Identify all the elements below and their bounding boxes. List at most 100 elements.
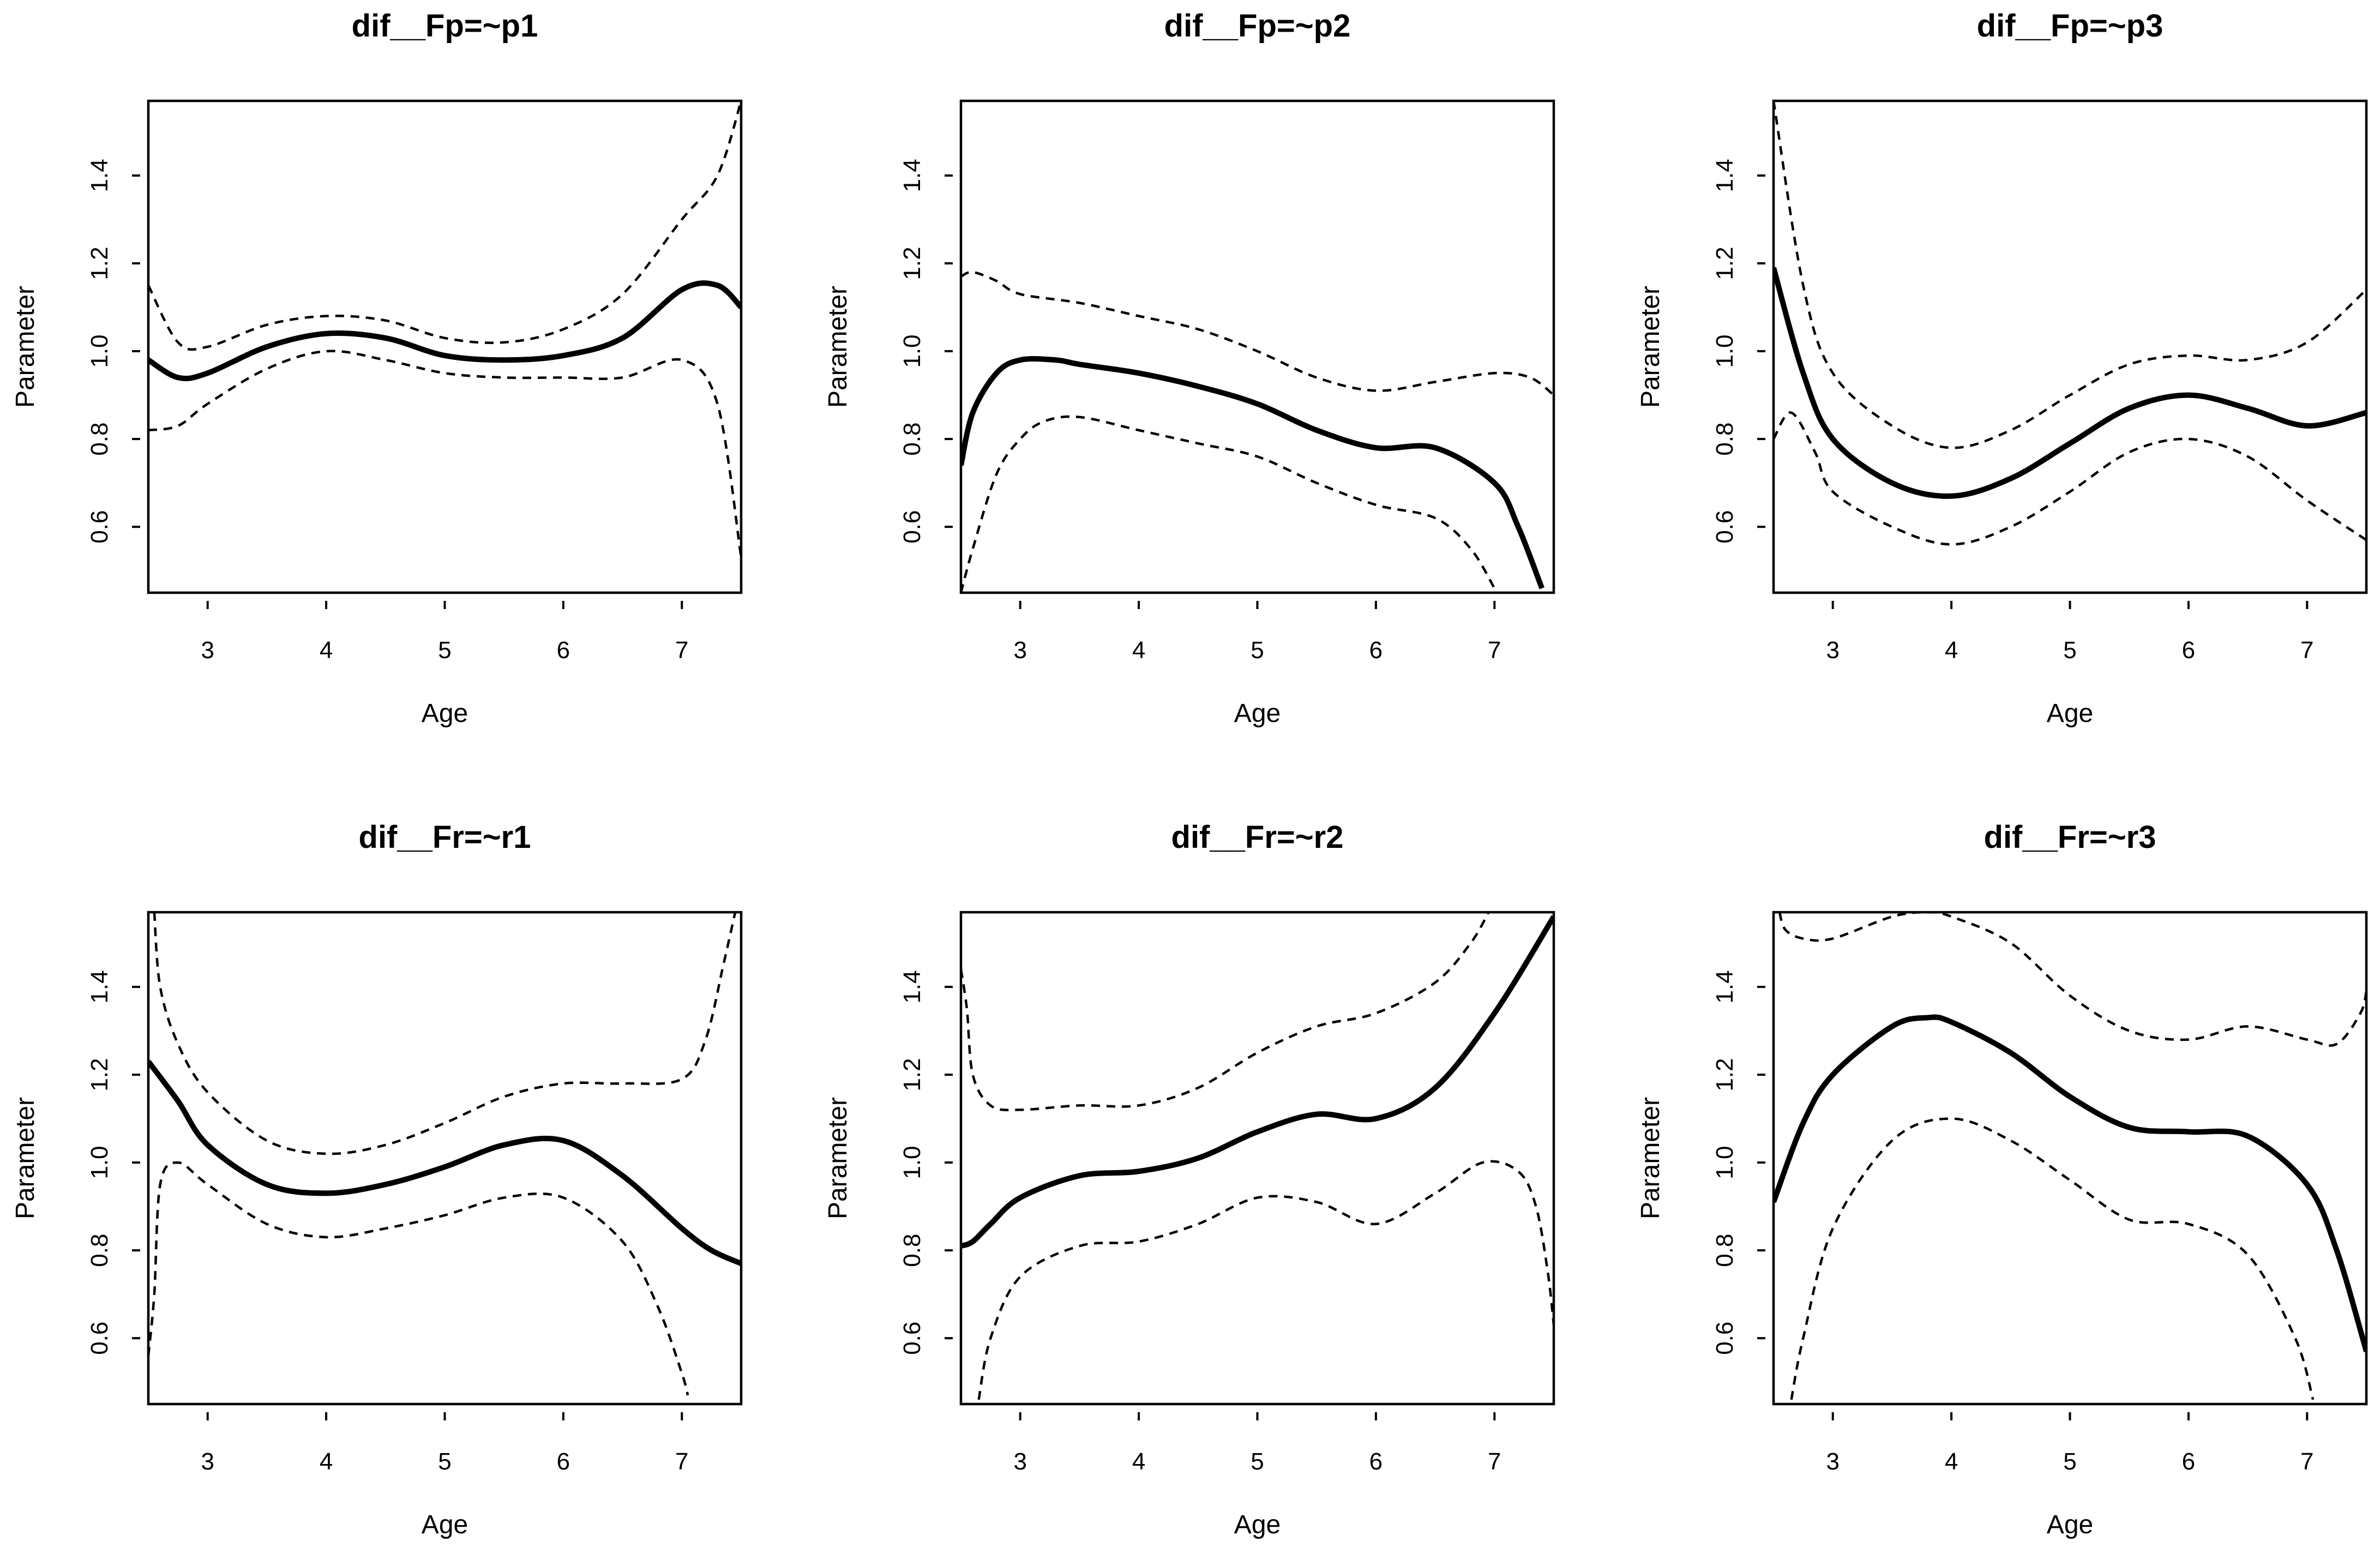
y-tick-label: 1.0 [1711, 1146, 1738, 1179]
y-tick-label: 1.2 [1711, 246, 1738, 280]
series-lower-line [961, 415, 1496, 593]
x-tick-label: 3 [201, 1448, 214, 1475]
x-axis-label: Age [1234, 1510, 1281, 1539]
x-tick-label: 5 [438, 637, 451, 664]
x-tick-label: 4 [320, 1448, 333, 1475]
series-estimate-line [961, 915, 1554, 1249]
panel-4: dif__Fr=~r1 3 4 5 6 7 Age 0.6 0.8 1.0 1.2 1.4 Parame… [11, 820, 743, 1539]
y-tick-label: 1.2 [86, 246, 113, 280]
series-group [1774, 912, 2366, 1400]
y-axis-label: Parameter [824, 1097, 852, 1219]
panel-title: dif__Fp=~p2 [1164, 8, 1351, 44]
series-group [961, 270, 1554, 593]
y-tick-label: 0.6 [899, 510, 925, 544]
x-tick-label: 3 [1013, 637, 1026, 664]
series-estimate-line [148, 1059, 741, 1266]
panel-title: dif__Fr=~r1 [359, 820, 531, 855]
y-tick-label: 1.4 [86, 159, 113, 192]
y-axis-label: Parameter [1636, 1097, 1665, 1219]
panel-3: dif__Fp=~p3 3 4 5 6 7 Age 0.6 0.8 1.0 1.2 1.4 Parame… [1636, 8, 2368, 728]
x-tick-label: 4 [1945, 1448, 1958, 1475]
panel-title: dif__Fr=~r3 [1984, 820, 2156, 855]
x-tick-label: 3 [1826, 637, 1839, 664]
series-estimate-line [148, 280, 741, 382]
y-tick-label: 0.8 [86, 423, 113, 456]
series-lower-line [977, 1160, 1554, 1400]
x-tick-label: 7 [2300, 637, 2313, 664]
panel-6: dif__Fr=~r3 3 4 5 6 7 Age 0.6 0.8 1.0 1.2 1.4 Parame… [1636, 820, 2368, 1539]
y-tick-label: 1.4 [899, 970, 925, 1003]
x-axis-label: Age [2047, 699, 2093, 728]
y-tick-label: 1.0 [899, 1146, 925, 1179]
plot-frame [147, 911, 743, 1406]
panel-title: dif__Fp=~p1 [352, 8, 538, 44]
x-tick-label: 5 [2063, 637, 2076, 664]
panel-title: dif__Fp=~p3 [1977, 8, 2163, 44]
x-tick-label: 5 [1251, 1448, 1264, 1475]
plot-frame [1772, 99, 2368, 594]
plot-frame [959, 911, 1555, 1406]
y-tick-label: 0.8 [1711, 1234, 1738, 1267]
series-estimate-line [1774, 1014, 2366, 1352]
x-axis-label: Age [422, 1510, 468, 1539]
panel-2: dif__Fp=~p2 3 4 5 6 7 Age 0.6 0.8 1.0 1.2 1.4 Parame… [824, 8, 1555, 728]
y-tick-label: 1.4 [1711, 970, 1738, 1003]
x-tick-label: 6 [1369, 637, 1383, 664]
panel-1: dif__Fp=~p1 3 4 5 6 7 Age 0.6 0.8 1.0 1.2 1.4 Parame… [11, 8, 743, 728]
x-tick-label: 7 [675, 637, 688, 664]
series-group [961, 912, 1554, 1400]
y-axis-label: Parameter [11, 286, 40, 408]
x-tick-label: 5 [2063, 1448, 2076, 1475]
panel-title: dif__Fr=~r2 [1171, 820, 1344, 855]
series-upper-line [961, 912, 1490, 1111]
plot-frame [959, 99, 1555, 594]
series-group [148, 912, 741, 1396]
x-tick-label: 6 [2182, 637, 2195, 664]
y-tick-label: 1.4 [86, 970, 113, 1003]
x-tick-label: 7 [675, 1448, 688, 1475]
x-tick-label: 7 [1488, 637, 1501, 664]
y-tick-label: 1.0 [86, 334, 113, 368]
y-tick-label: 1.2 [1711, 1058, 1738, 1091]
x-tick-label: 6 [1369, 1448, 1383, 1475]
series-lower-line [1774, 411, 2366, 546]
y-tick-label: 1.4 [899, 159, 925, 192]
x-tick-label: 5 [1251, 637, 1264, 664]
series-upper-line [153, 912, 737, 1155]
y-tick-label: 0.8 [899, 423, 925, 456]
series-group [148, 101, 741, 558]
y-axis-label: Parameter [824, 286, 852, 408]
series-upper-line [1774, 101, 2366, 449]
x-tick-label: 6 [2182, 1448, 2195, 1475]
series-lower-line [1790, 1117, 2315, 1400]
y-tick-label: 1.0 [899, 334, 925, 368]
series-lower-line [148, 1161, 689, 1396]
y-tick-label: 1.2 [86, 1058, 113, 1091]
series-lower-line [148, 350, 741, 558]
y-tick-label: 0.6 [86, 510, 113, 544]
plot-frame [147, 99, 743, 594]
x-tick-label: 6 [557, 637, 570, 664]
y-tick-label: 0.6 [1711, 1322, 1738, 1355]
plot-frame [1772, 911, 2368, 1406]
series-upper-line [1778, 912, 2366, 1047]
x-axis-label: Age [422, 699, 468, 728]
x-tick-label: 5 [438, 1448, 451, 1475]
y-tick-label: 0.8 [1711, 423, 1738, 456]
x-axis-label: Age [2047, 1510, 2093, 1539]
x-tick-label: 7 [2300, 1448, 2313, 1475]
y-tick-label: 0.6 [1711, 510, 1738, 544]
x-tick-label: 7 [1488, 1448, 1501, 1475]
panel-5: dif__Fr=~r2 3 4 5 6 7 Age 0.6 0.8 1.0 1.2 1.4 Parame… [824, 820, 1555, 1539]
x-tick-label: 4 [1132, 1448, 1145, 1475]
x-tick-label: 3 [1013, 1448, 1026, 1475]
y-tick-label: 1.2 [899, 246, 925, 280]
y-tick-label: 0.6 [899, 1322, 925, 1355]
x-tick-label: 3 [201, 637, 214, 664]
y-tick-label: 1.0 [86, 1146, 113, 1179]
x-tick-label: 4 [320, 637, 333, 664]
x-tick-label: 6 [557, 1448, 570, 1475]
x-tick-label: 4 [1132, 637, 1145, 664]
y-tick-label: 1.2 [899, 1058, 925, 1091]
